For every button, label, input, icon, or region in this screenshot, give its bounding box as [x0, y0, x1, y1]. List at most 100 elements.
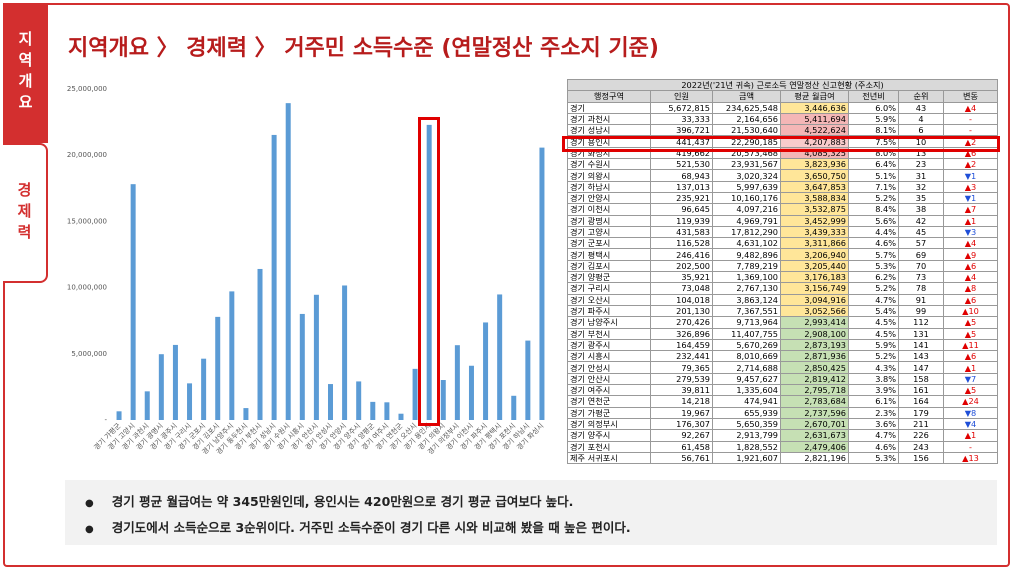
bar [144, 391, 150, 420]
table-cell: ▼1 [942, 191, 999, 205]
bar [187, 383, 193, 420]
table-cell: 11,407,755 [712, 327, 781, 340]
table-cell: 57 [898, 237, 944, 250]
table-cell: 4.6% [848, 237, 899, 250]
table-row: 경기 군포시 116,528 4,631,102 3,311,866 4.6% 57 ▲4 [567, 237, 999, 250]
table-cell: 156 [898, 451, 944, 465]
table-cell: ▲5 [942, 327, 999, 340]
table-cell: 5.3% [848, 259, 899, 273]
table-cell: 경기 가평군 [567, 406, 651, 419]
table-cell: 2,871,936 [780, 350, 849, 363]
column-header: 평균 월급여 [780, 90, 849, 103]
table-cell: 45 [898, 225, 944, 239]
bar [271, 134, 277, 420]
table-cell: 2,993,414 [780, 316, 849, 329]
y-tick-label: 25,000,000 [67, 85, 107, 93]
table-cell: 5,672,815 [650, 101, 713, 114]
table-cell: 131 [898, 327, 944, 340]
nav-tab[interactable]: 지역개요 [3, 3, 48, 143]
table-cell: 143 [898, 350, 944, 363]
table-cell: 경기 포천시 [567, 440, 651, 453]
table-cell: 5,670,269 [712, 338, 781, 352]
table-cell: 164 [898, 395, 944, 408]
table-cell: 79,365 [650, 361, 713, 374]
table-cell: ▲10 [942, 304, 999, 318]
table-cell: 3,156,749 [780, 282, 849, 295]
table-cell: 3,647,853 [780, 180, 849, 193]
table-cell: 4,631,102 [712, 237, 781, 250]
table-cell: 246,416 [650, 248, 713, 261]
table-row: 경기 안양시 235,921 10,160,176 3,588,834 5.2% 35 ▼1 [567, 191, 999, 205]
bar [116, 411, 122, 420]
notes: 경기 평균 월급여는 약 345만원인데, 용인시는 420만원으로 경기 평균… [65, 480, 997, 545]
table-cell: 161 [898, 384, 944, 397]
table-cell: 7,367,551 [712, 304, 781, 318]
table-cell: ▲4 [942, 237, 999, 250]
table-cell: 396,721 [650, 124, 713, 137]
table-cell: 2,714,688 [712, 361, 781, 374]
bar [398, 413, 404, 420]
table-cell: ▼8 [942, 406, 999, 419]
table-cell: 474,941 [712, 395, 781, 408]
table-cell: 경기 파주시 [567, 304, 651, 318]
table-cell: 3.6% [848, 417, 899, 431]
table-cell: 8.1% [848, 124, 899, 137]
bar [285, 103, 291, 420]
table-cell: 6.0% [848, 101, 899, 114]
table-cell: 23,931,567 [712, 158, 781, 171]
table-cell: 3,532,875 [780, 203, 849, 216]
table-cell: 3,863,124 [712, 293, 781, 306]
table-cell: 제주 서귀포시 [567, 451, 651, 465]
table-cell: 147 [898, 361, 944, 374]
bar [229, 291, 235, 420]
table-cell: 경기 과천시 [567, 112, 651, 126]
table-cell: 7,789,219 [712, 259, 781, 273]
bar [243, 408, 249, 420]
table-cell: 5.9% [848, 112, 899, 126]
table-cell: 6 [898, 124, 944, 137]
table-cell: 33,333 [650, 112, 713, 126]
table-cell: 4.4% [848, 225, 899, 239]
nav-tab[interactable]: 경제력 [3, 143, 48, 283]
table-title-row: 2022년('21년 귀속) 근로소득 연말정산 신고현황 (주소지) [566, 78, 999, 92]
table-cell: 164,459 [650, 338, 713, 352]
table-row: 경기 부천시 326,896 11,407,755 2,908,100 4.5% 131 ▲… [567, 327, 999, 340]
table-cell: 42 [898, 214, 944, 227]
table-cell: 2,795,718 [780, 384, 849, 397]
column-header: 순위 [898, 90, 944, 103]
table-cell: 5.2% [848, 282, 899, 295]
column-header: 금액 [712, 90, 781, 103]
bar [440, 380, 446, 420]
bar [539, 147, 545, 420]
y-tick-label: - [104, 416, 107, 424]
table-cell: 경기 구리시 [567, 282, 651, 295]
table-cell: 4.6% [848, 440, 899, 453]
table-cell: 137,013 [650, 180, 713, 193]
table-cell: 68,943 [650, 169, 713, 182]
highlight-box [562, 136, 1000, 152]
table-cell: 99 [898, 304, 944, 318]
table-cell: 326,896 [650, 327, 713, 340]
table-cell: 3,311,866 [780, 237, 849, 250]
y-tick-label: 15,000,000 [67, 217, 107, 225]
column-header: 변동 [942, 90, 999, 103]
table-row: 경기 평택시 246,416 9,482,896 3,206,940 5.7% 69 ▲9 [567, 248, 999, 261]
table-cell: 112 [898, 316, 944, 329]
table-cell: 6.2% [848, 271, 899, 284]
table-cell: 4,522,624 [780, 124, 849, 137]
table-cell: 158 [898, 372, 944, 386]
bar [172, 344, 178, 420]
bar [511, 395, 517, 420]
table-cell: 56,761 [650, 451, 713, 465]
table-cell: 2,821,196 [780, 451, 849, 465]
table-cell: 6.4% [848, 158, 899, 171]
table-cell: 경기 양평군 [567, 271, 651, 284]
table-cell: 3,439,333 [780, 225, 849, 239]
table-cell: 96,645 [650, 203, 713, 216]
table-cell: ▲2 [942, 158, 999, 171]
table-cell: ▲13 [942, 451, 999, 465]
table-cell: 91 [898, 293, 944, 306]
table-cell: 141 [898, 338, 944, 352]
table-cell: - [942, 124, 999, 137]
table-cell: 5,650,359 [712, 417, 781, 431]
